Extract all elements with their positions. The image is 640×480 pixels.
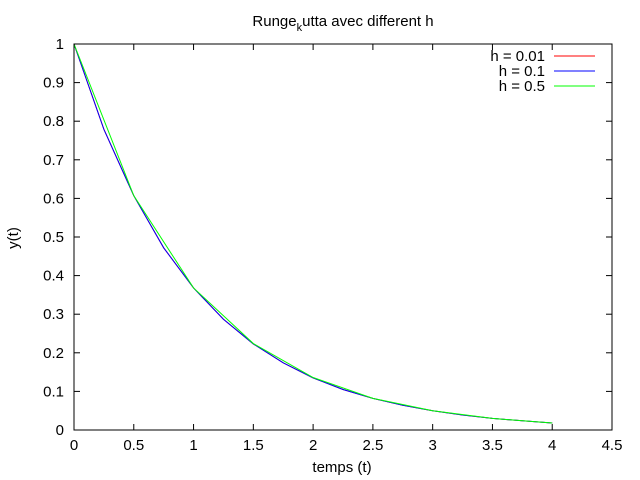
- chart-title-rest: utta avec different h: [302, 13, 433, 30]
- x-tick-label: 2: [309, 437, 317, 454]
- ticks-layer: [73, 43, 613, 431]
- y-tick-label: 0.1: [43, 383, 64, 400]
- y-axis-label: y(t): [5, 227, 22, 249]
- x-tick-labels: 0 0.5 1 1.5 2 2.5 3 3.5 4 4.5: [70, 437, 623, 454]
- x-tick-label: 4.5: [602, 437, 623, 454]
- x-tick-label: 3.5: [482, 437, 503, 454]
- y-tick-label: 0: [56, 422, 64, 439]
- y-tick-label: 0.6: [43, 190, 64, 207]
- y-tick-labels: 0 0.1 0.2 0.3 0.4 0.5 0.6 0.7 0.8 0.9 1: [43, 36, 64, 439]
- y-tick-label: 0.5: [43, 229, 64, 246]
- series-line-1: [73, 43, 553, 424]
- chart-title-main: Runge: [252, 13, 296, 30]
- chart-title: Rungekutta avec different h: [252, 13, 433, 34]
- legend-label-2: h = 0.1: [499, 63, 545, 80]
- series-line-2: [73, 43, 553, 424]
- legend: h = 0.01h = 0.1h = 0.5: [490, 48, 595, 95]
- x-axis-label: temps (t): [312, 459, 371, 476]
- series-line-3: [73, 43, 553, 424]
- x-tick-label: 3: [428, 437, 436, 454]
- chart-title-subscript: k: [297, 22, 303, 34]
- series-layer: [73, 43, 553, 424]
- y-tick-label: 0.2: [43, 345, 64, 362]
- y-tick-label: 0.3: [43, 306, 64, 323]
- x-tick-label: 4: [548, 437, 556, 454]
- x-tick-label: 0: [70, 437, 78, 454]
- y-tick-label: 0.7: [43, 152, 64, 169]
- y-tick-label: 1: [56, 36, 64, 53]
- y-tick-label: 0.8: [43, 113, 64, 130]
- plot-frame: [73, 43, 613, 431]
- x-tick-label: 1: [189, 437, 197, 454]
- legend-label-3: h = 0.5: [499, 78, 545, 95]
- x-tick-label: 1.5: [243, 437, 264, 454]
- legend-label-1: h = 0.01: [490, 48, 545, 65]
- y-tick-label: 0.4: [43, 268, 64, 285]
- y-tick-label: 0.9: [43, 75, 64, 92]
- x-tick-label: 2.5: [362, 437, 383, 454]
- x-tick-label: 0.5: [123, 437, 144, 454]
